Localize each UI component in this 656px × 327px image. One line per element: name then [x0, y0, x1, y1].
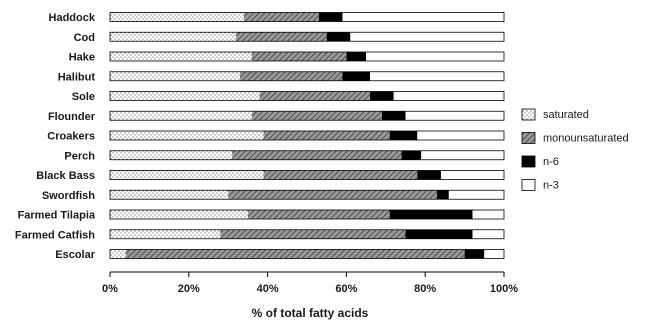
category-label-farmed-tilapia: Farmed Tilapia: [18, 210, 96, 222]
bar-segment-flounder-saturated: [110, 111, 252, 121]
x-tick-label: 60%: [335, 283, 357, 295]
x-tick-label: 100%: [490, 283, 518, 295]
bar-segment-cod-monounsaturated: [236, 32, 327, 42]
bar-segment-flounder-n-3: [405, 111, 504, 121]
bar-outline-perch: [109, 150, 505, 161]
bar-segment-halibut-monounsaturated: [240, 71, 343, 81]
bar-segment-croakers-n-3: [417, 131, 504, 140]
category-label-halibut: Halibut: [58, 71, 96, 83]
bar-outline-sole: [109, 91, 505, 101]
category-label-black-bass: Black Bass: [36, 170, 95, 182]
bar-outline-croakers: [109, 130, 505, 141]
bar-segment-croakers-saturated: [110, 131, 264, 140]
plot-area: Haddock Cod Hake Halibut Sole Flounder Croaker…: [15, 12, 518, 320]
bar-segment-black-bass-n-3: [440, 170, 504, 180]
legend-label-saturated: saturated: [543, 109, 589, 121]
bar-segment-sole-saturated: [110, 91, 260, 101]
bar-segment-cod-saturated: [110, 32, 237, 42]
bar-segment-swordfish-monounsaturated: [228, 190, 438, 200]
bar-segment-cod-n-3: [350, 32, 504, 42]
category-label-perch: Perch: [64, 150, 95, 162]
bar-segment-black-bass-n-6: [417, 170, 441, 180]
bar-segment-escolar-monounsaturated: [125, 249, 465, 259]
bar-segment-black-bass-saturated: [110, 170, 264, 180]
legend-label-n-3: n-3: [543, 180, 559, 192]
bar-segment-perch-monounsaturated: [232, 150, 402, 160]
legend-swatch-saturated: [521, 108, 536, 121]
x-tick-label: 20%: [178, 283, 200, 295]
bar-segment-perch-saturated: [110, 150, 233, 160]
bar-segment-farmed-catfish-monounsaturated: [220, 229, 406, 239]
bar-segment-farmed-catfish-saturated: [110, 229, 221, 239]
bar-segment-flounder-n-6: [381, 111, 406, 121]
x-tick-label: 0%: [102, 283, 118, 295]
bar-segment-cod-n-6: [326, 32, 351, 42]
bar-segment-sole-n-6: [370, 91, 394, 101]
x-tick-label: 80%: [414, 283, 436, 295]
bar-segment-flounder-monounsaturated: [251, 111, 382, 121]
bar-segment-hake-n-6: [346, 52, 367, 61]
x-axis-title: % of total fatty acids: [252, 306, 369, 320]
bar-segment-black-bass-monounsaturated: [263, 170, 418, 180]
bar-segment-haddock-monounsaturated: [243, 12, 319, 22]
bar-segment-swordfish-saturated: [110, 190, 229, 200]
bar-outline-escolar: [109, 249, 505, 259]
bar-outline-cod: [109, 31, 505, 42]
bar-segment-perch-n-3: [421, 150, 504, 160]
bar-segment-perch-n-6: [401, 150, 422, 160]
bar-segment-farmed-tilapia-saturated: [110, 210, 248, 219]
bar-segment-halibut-n-6: [342, 71, 371, 81]
bar-segment-hake-saturated: [110, 52, 252, 61]
bar-segment-halibut-n-3: [370, 71, 504, 81]
bar-segment-croakers-monounsaturated: [263, 131, 390, 140]
bar-segment-sole-n-3: [393, 91, 504, 101]
category-label-croakers: Croakers: [47, 131, 95, 143]
category-label-hake: Hake: [69, 52, 95, 64]
bar-outline-flounder: [109, 110, 505, 121]
bar-segment-farmed-tilapia-n-6: [389, 210, 473, 219]
legend: saturated monounsaturated n-6 n-3: [521, 108, 629, 192]
bar-segment-swordfish-n-3: [448, 190, 504, 200]
bar-segment-swordfish-n-6: [437, 190, 449, 200]
bar-outline-farmed-tilapia: [109, 209, 505, 220]
bar-segment-escolar-n-6: [464, 249, 485, 259]
bar-segment-haddock-saturated: [110, 12, 244, 22]
category-label-flounder: Flounder: [48, 111, 96, 123]
bar-outline-black-bass: [109, 170, 505, 180]
x-tick-label: 40%: [257, 283, 279, 295]
category-label-escolar: Escolar: [55, 249, 95, 261]
bar-outline-hake: [109, 51, 505, 62]
bar-segment-escolar-n-3: [484, 249, 504, 259]
bar-outline-halibut: [109, 71, 505, 82]
bar-segment-escolar-saturated: [110, 249, 126, 259]
bar-outline-farmed-catfish: [109, 229, 505, 240]
bar-segment-farmed-catfish-n-3: [472, 229, 504, 239]
bar-segment-haddock-n-3: [342, 12, 504, 22]
category-label-farmed-catfish: Farmed Catfish: [15, 229, 95, 241]
legend-swatch-n-3: [521, 179, 536, 191]
bar-segment-haddock-n-6: [318, 12, 343, 22]
legend-swatch-n-6: [521, 155, 536, 168]
bar-segment-sole-monounsaturated: [259, 91, 371, 101]
category-label-haddock: Haddock: [49, 12, 96, 24]
category-label-swordfish: Swordfish: [42, 190, 95, 202]
bar-segment-hake-n-3: [366, 52, 504, 61]
legend-label-n-6: n-6: [543, 156, 559, 168]
bar-segment-farmed-tilapia-n-3: [472, 210, 504, 219]
bar-segment-croakers-n-6: [389, 131, 418, 140]
bar-segment-farmed-tilapia-monounsaturated: [247, 210, 390, 219]
bar-segment-hake-monounsaturated: [251, 52, 347, 61]
category-label-sole: Sole: [72, 91, 95, 103]
legend-swatch-monounsaturated: [521, 132, 536, 144]
bar-segment-halibut-saturated: [110, 71, 241, 81]
legend-label-monounsaturated: monounsaturated: [543, 133, 629, 145]
category-label-cod: Cod: [74, 32, 95, 44]
bar-outline-swordfish: [109, 189, 505, 200]
bar-outline-haddock: [109, 12, 505, 22]
bar-segment-farmed-catfish-n-6: [405, 229, 473, 239]
